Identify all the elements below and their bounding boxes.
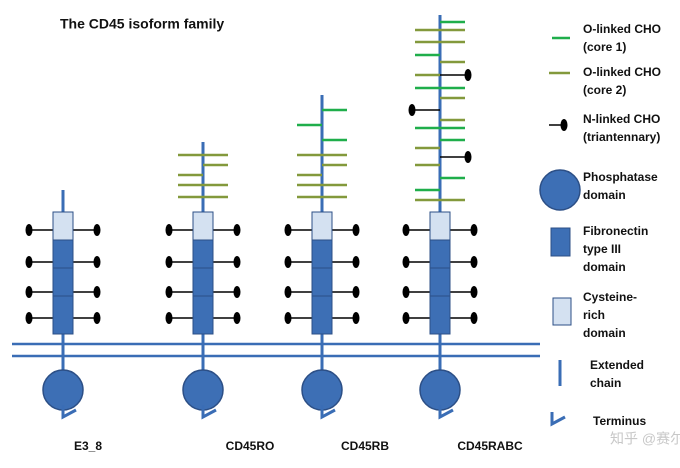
legend-text: O-linked CHO — [583, 65, 661, 79]
fibronectin-domain — [192, 239, 214, 269]
n-linked-cap — [352, 312, 360, 324]
terminus — [61, 405, 77, 420]
n-linked-cap — [352, 286, 360, 298]
n-linked-cap — [93, 224, 101, 236]
fibronectin-domain — [311, 267, 333, 297]
cysteine-rich-domain — [192, 211, 214, 241]
legend-text: (core 2) — [583, 83, 626, 97]
fibronectin-domain — [192, 267, 214, 297]
n-linked-cap — [352, 224, 360, 236]
legend-text: rich — [583, 308, 605, 322]
n-linked-cap — [165, 256, 173, 268]
n-linked-cap — [284, 286, 292, 298]
legend-text: domain — [583, 188, 626, 202]
legend-text: N-linked CHO — [583, 112, 660, 126]
n-linked-cap — [470, 286, 478, 298]
n-linked-cap — [470, 256, 478, 268]
legend-text: Phosphatase — [583, 170, 658, 184]
n-linked-cap — [233, 224, 241, 236]
isoform-label: E3_8 — [74, 439, 102, 453]
n-linked-cap — [93, 286, 101, 298]
n-linked-cap — [233, 256, 241, 268]
n-linked-cap — [470, 312, 478, 324]
fibronectin-domain — [311, 239, 333, 269]
n-linked-cap — [233, 286, 241, 298]
isoform-label: CD45RABC — [457, 439, 523, 453]
isoform-label: CD45RB — [341, 439, 389, 453]
phosphatase-domain — [419, 369, 461, 411]
n-linked-cap — [560, 119, 568, 131]
legend-fibronectin — [550, 227, 571, 257]
n-linked-cap — [402, 286, 410, 298]
n-linked-cap — [402, 312, 410, 324]
n-linked-cap — [402, 256, 410, 268]
legend-text: type III — [583, 242, 621, 256]
n-linked-cap — [93, 256, 101, 268]
n-linked-cap — [464, 151, 472, 163]
n-linked-cap — [284, 224, 292, 236]
n-linked-cap — [165, 312, 173, 324]
n-linked-cap — [165, 224, 173, 236]
n-linked-cap — [464, 69, 472, 81]
fibronectin-domain — [429, 295, 451, 335]
legend-text: O-linked CHO — [583, 22, 661, 36]
legend-phosphatase — [539, 169, 581, 211]
n-linked-cap — [233, 312, 241, 324]
phosphatase-domain — [42, 369, 84, 411]
n-linked-cap — [25, 256, 33, 268]
fibronectin-domain — [52, 239, 74, 269]
fibronectin-domain — [52, 267, 74, 297]
legend-text: (triantennary) — [583, 130, 660, 144]
fibronectin-domain — [311, 295, 333, 335]
n-linked-cap — [25, 286, 33, 298]
legend-text: domain — [583, 326, 626, 340]
terminus — [438, 405, 454, 420]
n-linked-cap — [25, 312, 33, 324]
legend-text: (core 1) — [583, 40, 626, 54]
fibronectin-domain — [429, 267, 451, 297]
fibronectin-domain — [192, 295, 214, 335]
legend-cysteine — [552, 297, 572, 326]
n-linked-cap — [408, 104, 416, 116]
n-linked-cap — [93, 312, 101, 324]
legend-text: Extended — [590, 358, 644, 372]
isoform-label: CD45RO — [226, 439, 275, 453]
n-linked-cap — [470, 224, 478, 236]
cysteine-rich-domain — [311, 211, 333, 241]
terminus — [201, 405, 217, 420]
n-linked-cap — [352, 256, 360, 268]
legend-text: Fibronectin — [583, 224, 648, 238]
phosphatase-domain — [182, 369, 224, 411]
legend-text: Terminus — [593, 414, 646, 428]
terminus — [320, 405, 336, 420]
n-linked-cap — [25, 224, 33, 236]
legend-text: Cysteine- — [583, 290, 637, 304]
n-linked-cap — [165, 286, 173, 298]
legend-text: chain — [590, 376, 621, 390]
cysteine-rich-domain — [52, 211, 74, 241]
fibronectin-domain — [429, 239, 451, 269]
terminus — [550, 412, 566, 427]
legend-text: domain — [583, 260, 626, 274]
cysteine-rich-domain — [429, 211, 451, 241]
n-linked-cap — [284, 312, 292, 324]
watermark: 知乎 @赛尔普生物 — [610, 431, 680, 447]
n-linked-cap — [284, 256, 292, 268]
title: The CD45 isoform family — [60, 16, 224, 32]
fibronectin-domain — [52, 295, 74, 335]
n-linked-cap — [402, 224, 410, 236]
phosphatase-domain — [301, 369, 343, 411]
